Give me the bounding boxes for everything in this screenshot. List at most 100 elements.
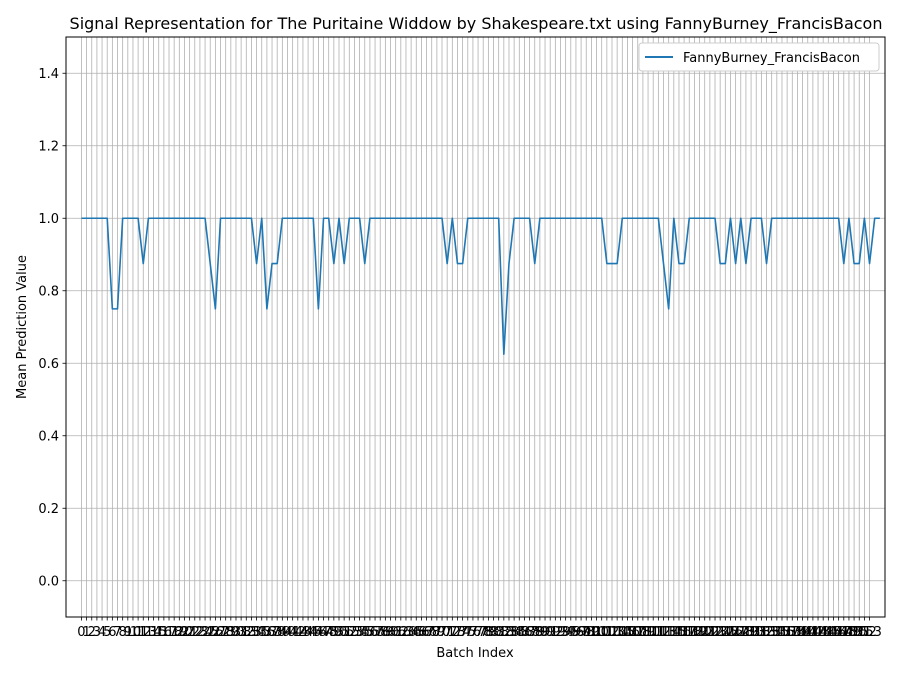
x-tick-label: 115 bbox=[661, 625, 686, 640]
x-tick-label: 88 bbox=[526, 625, 543, 640]
x-tick-label: 41 bbox=[284, 625, 301, 640]
x-tick-label: 148 bbox=[831, 625, 856, 640]
x-tick-label: 99 bbox=[583, 625, 600, 640]
x-tick-label: 132 bbox=[749, 625, 774, 640]
x-tick-label: 149 bbox=[837, 625, 862, 640]
series-layer bbox=[81, 217, 880, 355]
x-tick-label: 58 bbox=[372, 625, 389, 640]
x-tick-label: 45 bbox=[305, 625, 322, 640]
x-tick-label: 142 bbox=[800, 625, 825, 640]
x-tick-label: 69 bbox=[429, 625, 446, 640]
x-tick-label: 39 bbox=[274, 625, 291, 640]
x-tick-label: 50 bbox=[331, 625, 348, 640]
x-tick-label: 113 bbox=[651, 625, 676, 640]
x-tick-label: 28 bbox=[217, 625, 234, 640]
x-tick-label: 51 bbox=[336, 625, 353, 640]
x-tick-label: 60 bbox=[382, 625, 399, 640]
x-tick-label: 135 bbox=[764, 625, 789, 640]
x-tick-label: 57 bbox=[367, 625, 384, 640]
x-tick-label: 130 bbox=[739, 625, 764, 640]
x-tick-label: 11 bbox=[130, 625, 147, 640]
y-axis-ticks: 0.0 0.2 0.4 0.6 0.8 1.0 1.2 1.4 bbox=[38, 67, 66, 589]
x-tick-label: 150 bbox=[842, 625, 867, 640]
x-tick-label: 53 bbox=[346, 625, 363, 640]
x-tick-label: 79 bbox=[480, 625, 497, 640]
y-tick-label: 1.4 bbox=[38, 67, 59, 82]
x-tick-label: 136 bbox=[770, 625, 795, 640]
y-tick-label: 0.6 bbox=[38, 357, 59, 372]
y-tick-label: 1.2 bbox=[38, 139, 59, 154]
x-tick-label: 139 bbox=[785, 625, 810, 640]
legend: FannyBurney_FrancisBacon bbox=[638, 42, 880, 72]
x-tick-label: 42 bbox=[290, 625, 307, 640]
x-tick-label: 14 bbox=[145, 625, 162, 640]
x-tick-label: 146 bbox=[821, 625, 846, 640]
x-tick-label: 110 bbox=[636, 625, 661, 640]
x-tick-label: 85 bbox=[511, 625, 528, 640]
x-tick-label: 25 bbox=[202, 625, 219, 640]
x-tick-label: 112 bbox=[646, 625, 671, 640]
y-axis-label: Mean Prediction Value bbox=[15, 255, 30, 399]
x-tick-label: 119 bbox=[682, 625, 707, 640]
x-tick-label: 37 bbox=[264, 625, 281, 640]
x-tick-label: 61 bbox=[387, 625, 404, 640]
x-tick-label: 151 bbox=[847, 625, 872, 640]
x-tick-label: 56 bbox=[362, 625, 379, 640]
x-tick-label: 26 bbox=[207, 625, 224, 640]
x-tick-label: 125 bbox=[713, 625, 738, 640]
x-tick-label: 72 bbox=[444, 625, 461, 640]
x-tick-label: 144 bbox=[811, 625, 836, 640]
x-tick-label: 101 bbox=[589, 625, 614, 640]
x-tick-label: 13 bbox=[140, 625, 157, 640]
x-tick-label: 93 bbox=[552, 625, 569, 640]
x-tick-label: 62 bbox=[393, 625, 410, 640]
x-tick-label: 89 bbox=[532, 625, 549, 640]
x-tick-label: 129 bbox=[734, 625, 759, 640]
x-tick-label: 138 bbox=[780, 625, 805, 640]
x-tick-label: 96 bbox=[568, 625, 585, 640]
x-tick-label: 65 bbox=[408, 625, 425, 640]
x-tick-label: 40 bbox=[279, 625, 296, 640]
x-tick-label: 64 bbox=[403, 625, 420, 640]
x-axis-label: Batch Index bbox=[436, 646, 514, 661]
x-tick-label: 47 bbox=[315, 625, 332, 640]
x-tick-label: 12 bbox=[135, 625, 152, 640]
x-tick-label: 97 bbox=[573, 625, 590, 640]
x-tick-label: 44 bbox=[300, 625, 317, 640]
x-tick-label: 2 bbox=[88, 625, 96, 640]
x-tick-label: 10 bbox=[125, 625, 142, 640]
x-tick-label: 124 bbox=[708, 625, 733, 640]
x-tick-label: 123 bbox=[703, 625, 728, 640]
x-tick-label: 152 bbox=[852, 625, 877, 640]
x-tick-label: 3 bbox=[93, 625, 101, 640]
x-tick-label: 81 bbox=[490, 625, 507, 640]
plot-frame bbox=[65, 36, 886, 618]
x-tick-label: 94 bbox=[557, 625, 574, 640]
x-tick-label: 137 bbox=[775, 625, 800, 640]
x-tick-label: 22 bbox=[187, 625, 204, 640]
x-tick-label: 102 bbox=[594, 625, 619, 640]
x-tick-label: 63 bbox=[398, 625, 415, 640]
x-tick-label: 106 bbox=[615, 625, 640, 640]
plot-area bbox=[66, 37, 885, 617]
x-tick-label: 9 bbox=[124, 625, 132, 640]
x-tick-label: 33 bbox=[243, 625, 260, 640]
x-tick-label: 16 bbox=[156, 625, 173, 640]
x-tick-label: 90 bbox=[537, 625, 554, 640]
x-tick-label: 31 bbox=[233, 625, 250, 640]
x-tick-label: 7 bbox=[113, 625, 121, 640]
y-tick-label: 0.4 bbox=[38, 429, 59, 444]
x-tick-label: 29 bbox=[223, 625, 240, 640]
x-tick-label: 143 bbox=[806, 625, 831, 640]
x-tick-label: 76 bbox=[465, 625, 482, 640]
x-tick-label: 141 bbox=[795, 625, 820, 640]
y-tick-label: 1.0 bbox=[38, 212, 59, 227]
x-tick-label: 34 bbox=[248, 625, 265, 640]
x-tick-label: 4 bbox=[98, 625, 106, 640]
x-tick-label: 80 bbox=[485, 625, 502, 640]
x-tick-label: 18 bbox=[166, 625, 183, 640]
x-tick-label: 145 bbox=[816, 625, 841, 640]
x-tick-label: 86 bbox=[516, 625, 533, 640]
x-tick-label: 66 bbox=[413, 625, 430, 640]
x-tick-label: 49 bbox=[326, 625, 343, 640]
